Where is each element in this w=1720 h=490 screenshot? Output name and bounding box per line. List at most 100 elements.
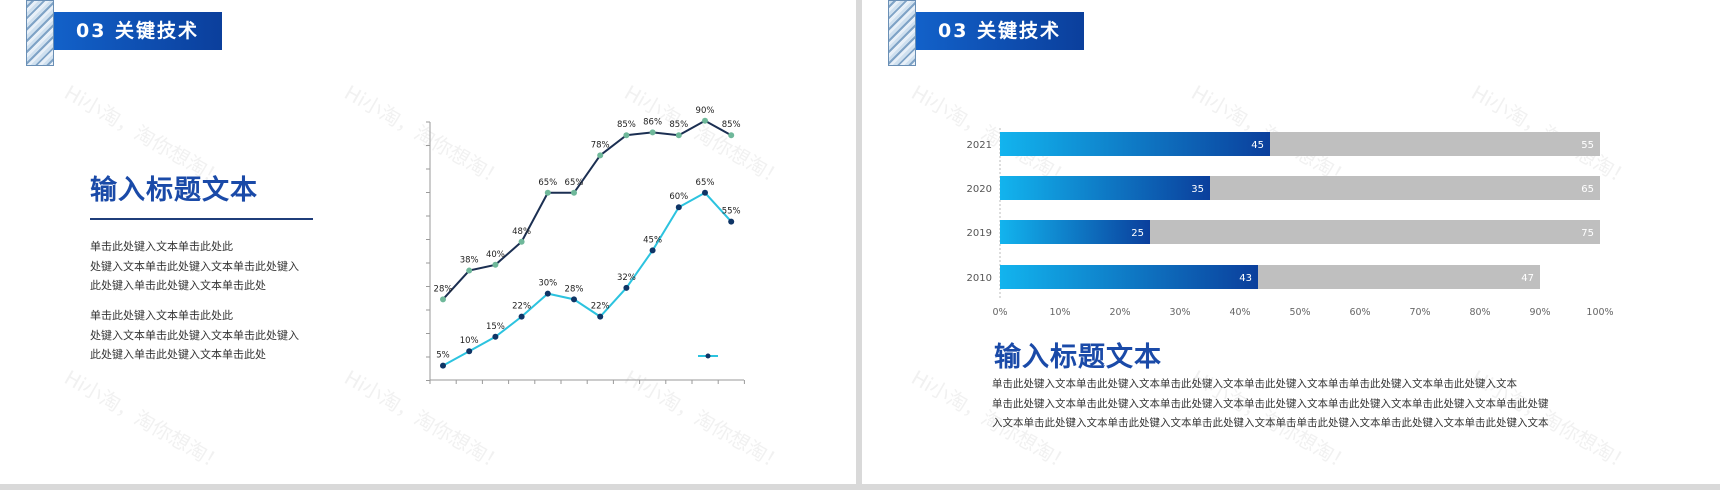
- data-label: 22%: [591, 302, 610, 312]
- data-label: 28%: [565, 284, 584, 294]
- paragraph-line: 单击此处键入文本单击此处此: [90, 240, 233, 253]
- category-label: 2020: [967, 184, 992, 195]
- section-header: 03 关键技术: [916, 12, 1084, 50]
- paragraph-line: 此处键入单击此处键入文本单击此处: [90, 348, 266, 361]
- body-line: 单击此处键入文本单击此处键入文本单击此处键入文本单击此处键入文本单击此处键入文本…: [992, 397, 1549, 410]
- data-label: 15%: [486, 322, 505, 332]
- data-point: [492, 261, 499, 268]
- series-line: [442, 191, 732, 367]
- data-point: [466, 348, 473, 355]
- data-point: [728, 132, 735, 139]
- data-label: 45%: [643, 235, 662, 245]
- x-tick-label: 40%: [1229, 307, 1250, 318]
- x-tick-label: 80%: [1469, 307, 1490, 318]
- data-label: 38%: [460, 256, 479, 266]
- value-label: 55: [1581, 140, 1594, 151]
- series-line: [442, 119, 732, 301]
- x-tick-label: 10%: [1049, 307, 1070, 318]
- data-label: 5%: [436, 351, 450, 361]
- data-label: 40%: [486, 250, 505, 260]
- bar-gray: [1258, 265, 1540, 289]
- data-point: [518, 238, 525, 245]
- data-label: 78%: [591, 140, 610, 150]
- bar-gray: [1210, 176, 1600, 200]
- x-tick-label: 0%: [992, 307, 1007, 318]
- data-point: [544, 189, 551, 196]
- x-tick-label: 50%: [1289, 307, 1310, 318]
- data-point: [702, 117, 708, 124]
- data-point: [675, 132, 682, 139]
- data-label: 10%: [460, 336, 479, 346]
- bar-chart: 2021 45 55 2020 35 65 2019 25 75 2010 43 47 0% 10% 20%…: [967, 128, 1614, 318]
- slide-left: Hi小淘，淘你想淘！ Hi小淘，淘你想淘！ Hi小淘，淘你想淘！ Hi小淘，淘你…: [0, 0, 856, 484]
- data-point: [597, 313, 604, 320]
- data-label: 65%: [538, 178, 557, 188]
- data-label: 22%: [512, 302, 531, 312]
- bar-gray: [1150, 220, 1600, 244]
- x-tick-label: 100%: [1586, 307, 1613, 318]
- data-point: [544, 290, 551, 297]
- data-point: [518, 313, 525, 320]
- data-label: 90%: [696, 106, 715, 116]
- paragraph-2: 单击此处键入文本单击此处此 处键入文本单击此处键入文本单击此处键入 此处键入单击…: [90, 306, 299, 365]
- data-point: [597, 152, 604, 159]
- data-label: 86%: [643, 117, 662, 127]
- bar-gray: [1270, 132, 1600, 156]
- x-tick-label: 30%: [1169, 307, 1190, 318]
- value-label: 75: [1581, 228, 1594, 239]
- data-label: 65%: [565, 178, 584, 188]
- x-tick-label: 20%: [1109, 307, 1130, 318]
- data-point: [623, 284, 630, 291]
- value-label: 43: [1239, 273, 1252, 284]
- bar-blue: [1000, 176, 1210, 200]
- body-line: 入文本单击此处键入文本单击此处键入文本单击此处键入文本单击单击此处键入文本单击此…: [992, 417, 1549, 429]
- data-point: [440, 362, 446, 369]
- section-header: 03 关键技术: [54, 12, 222, 50]
- data-point: [571, 296, 577, 303]
- legend-marker: [705, 353, 711, 359]
- x-tick-label: 60%: [1349, 307, 1370, 318]
- title-underline: [90, 218, 313, 220]
- data-label: 85%: [722, 120, 741, 130]
- line-chart: 28% 38% 40% 48% 65% 65% 78% 85% 86% 85% 90% 85% 5% 10…: [426, 106, 745, 384]
- value-label: 45: [1251, 140, 1264, 151]
- x-tick-label: 90%: [1529, 307, 1550, 318]
- data-point: [492, 333, 499, 340]
- data-label: 85%: [617, 120, 636, 130]
- header-image: [888, 0, 916, 66]
- data-label: 55%: [722, 207, 741, 217]
- bar-blue: [1000, 132, 1270, 156]
- data-label: 65%: [696, 178, 715, 188]
- data-point: [466, 267, 473, 274]
- paragraph-line: 处键入文本单击此处键入文本单击此处键入: [90, 259, 299, 273]
- data-point: [623, 132, 630, 139]
- category-label: 2021: [967, 140, 992, 151]
- body-text: 单击此处键入文本单击此处键入文本单击此处键入文本单击此处键入文本单击单击此处键入…: [992, 375, 1549, 434]
- value-label: 65: [1581, 184, 1594, 195]
- data-point: [571, 189, 577, 196]
- data-point: [649, 247, 656, 254]
- slide-right: Hi小淘，淘你想淘！ Hi小淘，淘你想淘！ Hi小淘，淘你想淘！ Hi小淘，淘你…: [862, 0, 1720, 484]
- paragraph-line: 此处键入单击此处键入文本单击此处: [90, 279, 266, 292]
- slide-title: 输入标题文本: [994, 342, 1162, 373]
- data-label: 30%: [538, 279, 557, 289]
- header-image: [26, 0, 54, 66]
- value-label: 25: [1131, 228, 1144, 239]
- data-point: [702, 189, 708, 196]
- paragraph-line: 处键入文本单击此处键入文本单击此处键入: [90, 328, 299, 342]
- paragraph-1: 单击此处键入文本单击此处此 处键入文本单击此处键入文本单击此处键入 此处键入单击…: [90, 237, 299, 296]
- slide-title: 输入标题文本: [90, 175, 258, 206]
- data-label: 60%: [669, 192, 688, 202]
- data-point: [440, 296, 446, 303]
- value-label: 47: [1521, 273, 1534, 284]
- data-label: 32%: [617, 273, 636, 283]
- data-label: 48%: [512, 227, 531, 237]
- bar-blue: [1000, 220, 1150, 244]
- data-point: [675, 204, 682, 211]
- data-point: [728, 218, 735, 225]
- body-line: 单击此处键入文本单击此处键入文本单击此处键入文本单击此处键入文本单击单击此处键入…: [992, 378, 1517, 390]
- data-point: [649, 129, 656, 136]
- category-label: 2019: [967, 228, 992, 239]
- data-label: 28%: [434, 284, 453, 294]
- paragraph-line: 单击此处键入文本单击此处此: [90, 309, 233, 322]
